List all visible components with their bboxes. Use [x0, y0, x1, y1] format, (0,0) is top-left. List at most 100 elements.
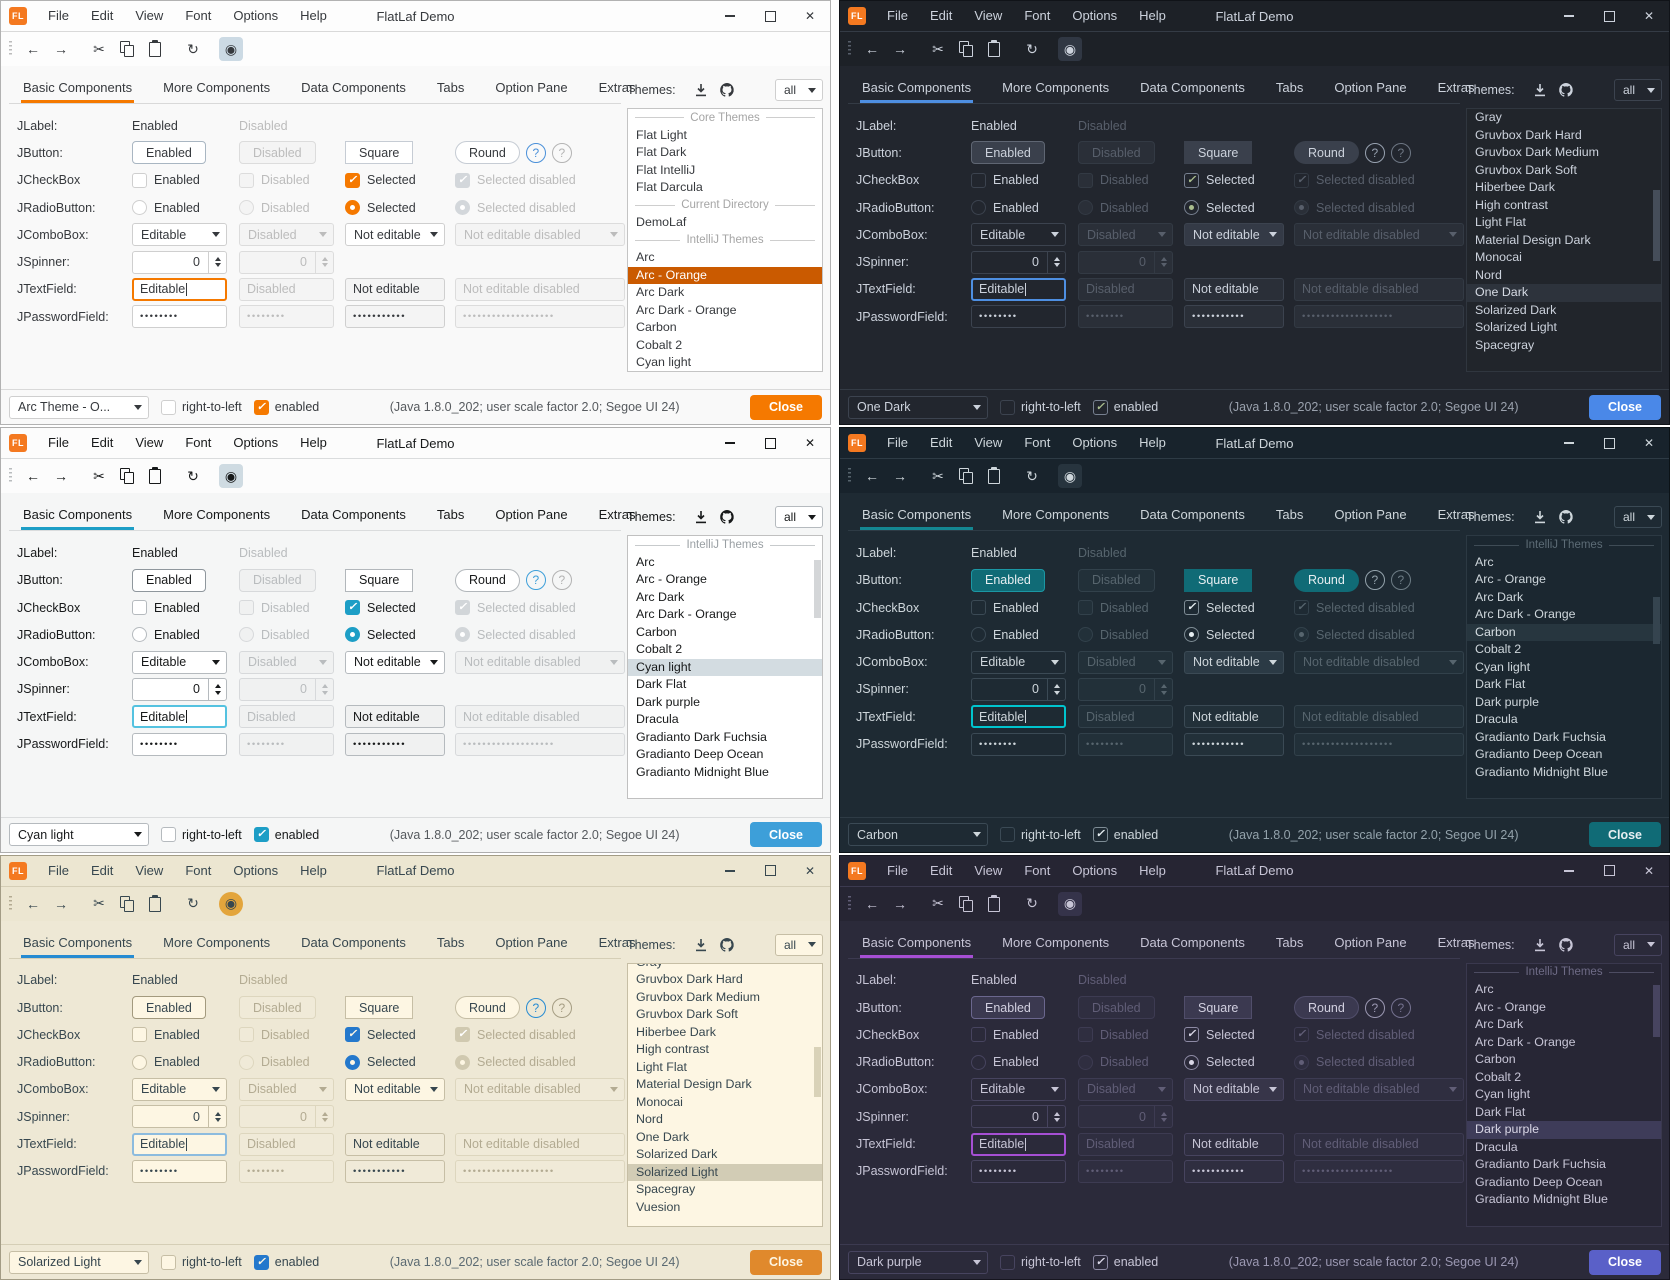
jbutton-square[interactable]: Square: [1184, 141, 1253, 165]
jspinner[interactable]: 0: [971, 677, 1066, 701]
tab-data-components[interactable]: Data Components: [301, 80, 406, 95]
tab-basic-components[interactable]: Basic Components: [21, 72, 134, 103]
download-icon[interactable]: [1529, 79, 1551, 101]
cut-icon[interactable]: ✂: [93, 467, 105, 484]
theme-list-item[interactable]: High contrast: [1475, 197, 1549, 212]
spinner-arrows-icon[interactable]: [1047, 251, 1065, 273]
download-icon[interactable]: [690, 506, 712, 528]
jbutton-disabled[interactable]: Disabled: [1078, 996, 1155, 1020]
minimize-icon[interactable]: [1549, 856, 1589, 886]
tab-data-components[interactable]: Data Components: [301, 934, 406, 950]
theme-combobox[interactable]: Cyan light: [9, 823, 149, 847]
forward-icon[interactable]: →: [54, 468, 68, 485]
theme-list-item[interactable]: Nord: [636, 1112, 663, 1127]
github-icon[interactable]: [1555, 934, 1577, 956]
forward-icon[interactable]: →: [54, 895, 68, 912]
theme-filter-combobox[interactable]: all: [1614, 79, 1662, 101]
close-button[interactable]: Close: [1589, 1249, 1661, 1275]
jradiobutton-enabled[interactable]: Enabled: [132, 627, 239, 643]
theme-list-item[interactable]: Cyan light: [1475, 1087, 1531, 1102]
menu-edit[interactable]: Edit: [90, 862, 114, 878]
jtextfield-disabled[interactable]: Disabled: [1078, 277, 1173, 301]
jradiobutton-selected[interactable]: Selected: [1184, 1054, 1294, 1070]
eye-icon[interactable]: ◉: [219, 464, 243, 489]
tab-more-components[interactable]: More Components: [1002, 507, 1110, 523]
jcheckbox-selected-disabled[interactable]: Selected disabled: [1294, 172, 1464, 188]
jbutton-round[interactable]: Round: [455, 141, 520, 165]
theme-list-item[interactable]: Solarized Light: [1475, 320, 1557, 334]
theme-list-item[interactable]: Arc Dark: [636, 285, 685, 299]
jbutton-square[interactable]: Square: [345, 568, 414, 592]
theme-list-item[interactable]: Carbon: [1475, 1052, 1516, 1067]
theme-list-item[interactable]: Cobalt 2: [1475, 642, 1522, 657]
theme-list-item[interactable]: High contrast: [636, 1042, 710, 1057]
jcheckbox-enabled[interactable]: Enabled: [132, 172, 239, 188]
help-button-disabled-icon[interactable]: ?: [551, 142, 572, 163]
theme-list-item[interactable]: Cyan light: [628, 658, 822, 677]
jbutton-round[interactable]: Round: [455, 996, 520, 1020]
jpasswordfield-not-editable[interactable]: •••••••••••: [1184, 1159, 1284, 1183]
menu-options[interactable]: Options: [233, 862, 279, 878]
jbutton-enabled[interactable]: Enabled: [132, 141, 206, 165]
jspinner[interactable]: 0: [971, 250, 1066, 274]
jbutton-round[interactable]: Round: [1294, 568, 1359, 592]
jtextfield-editable[interactable]: Editable: [971, 1132, 1066, 1156]
minimize-icon[interactable]: [1549, 428, 1589, 458]
refresh-icon[interactable]: ↻: [1026, 895, 1038, 912]
jtextfield-editable[interactable]: Editable: [132, 277, 227, 301]
jpasswordfield-not-editable-disabled[interactable]: •••••••••••••••••••: [455, 732, 625, 756]
right-to-left-checkbox[interactable]: right-to-left: [1000, 1254, 1081, 1270]
jcombobox-disabled[interactable]: Disabled: [1078, 223, 1173, 247]
jtextfield-not-editable-disabled[interactable]: Not editable disabled: [1294, 277, 1464, 301]
tab-tabs[interactable]: Tabs: [1275, 80, 1304, 95]
help-button-icon[interactable]: ?: [525, 570, 546, 591]
theme-list-item[interactable]: DemoLaf: [636, 215, 687, 229]
jtextfield-not-editable[interactable]: Not editable: [345, 705, 445, 729]
back-icon[interactable]: ←: [865, 41, 879, 57]
menu-edit[interactable]: Edit: [929, 435, 953, 451]
menu-options[interactable]: Options: [1072, 435, 1118, 451]
jtextfield-editable[interactable]: Editable: [132, 705, 227, 729]
jcheckbox-selected-disabled[interactable]: Selected disabled: [455, 600, 625, 616]
toolbar-grip[interactable]: [9, 895, 12, 912]
menu-options[interactable]: Options: [233, 8, 279, 23]
jbutton-round[interactable]: Round: [455, 568, 520, 592]
theme-list-item[interactable]: Arc: [636, 250, 655, 264]
tab-tabs[interactable]: Tabs: [1275, 934, 1304, 950]
theme-list-item[interactable]: Flat Darcula: [636, 180, 703, 194]
jpasswordfield-editable[interactable]: ••••••••: [132, 732, 227, 756]
copy-icon[interactable]: [115, 37, 139, 61]
jcombobox-not-editable-disabled[interactable]: Not editable disabled: [1294, 650, 1464, 674]
jcombobox-not-editable-disabled[interactable]: Not editable disabled: [455, 1077, 625, 1101]
back-icon[interactable]: ←: [26, 895, 40, 912]
theme-list-item[interactable]: Gradianto Midnight Blue: [636, 764, 769, 779]
jcombobox-disabled[interactable]: Disabled: [239, 1077, 334, 1101]
jradiobutton-selected-disabled[interactable]: Selected disabled: [1294, 627, 1464, 643]
jcheckbox-selected[interactable]: Selected: [345, 600, 455, 616]
jcheckbox-selected-disabled[interactable]: Selected disabled: [1294, 600, 1464, 616]
theme-list-item[interactable]: One Dark: [1467, 284, 1661, 302]
theme-list-item[interactable]: Vuesion: [636, 1199, 681, 1214]
menu-edit[interactable]: Edit: [929, 8, 953, 23]
menu-font[interactable]: Font: [1024, 8, 1051, 23]
window-titlebar[interactable]: FL File Edit View Font Options Help FlatLaf D…: [840, 428, 1669, 460]
tab-tabs[interactable]: Tabs: [436, 934, 465, 950]
theme-filter-combobox[interactable]: all: [775, 506, 823, 529]
jspinner-disabled[interactable]: 0: [239, 250, 334, 274]
theme-list-item[interactable]: Carbon: [636, 624, 677, 639]
right-to-left-checkbox[interactable]: right-to-left: [161, 1254, 242, 1270]
jtextfield-not-editable[interactable]: Not editable: [1184, 1132, 1284, 1156]
tab-extras[interactable]: Extras: [1437, 934, 1475, 950]
enabled-checkbox[interactable]: enabled: [253, 827, 319, 843]
jtextfield-not-editable-disabled[interactable]: Not editable disabled: [455, 1132, 625, 1156]
jspinner[interactable]: 0: [971, 1105, 1066, 1129]
enabled-checkbox[interactable]: enabled: [1092, 1254, 1158, 1270]
paste-icon[interactable]: [143, 892, 167, 916]
jcombobox-editable[interactable]: Editable: [971, 223, 1066, 247]
theme-list-item[interactable]: Dark purple: [636, 694, 701, 709]
jpasswordfield-disabled[interactable]: ••••••••: [1078, 1159, 1173, 1183]
window-titlebar[interactable]: FL File Edit View Font Options Help FlatLaf D…: [1, 1, 830, 32]
theme-list-item[interactable]: Gruvbox Dark Hard: [636, 972, 743, 987]
jspinner[interactable]: 0: [132, 250, 227, 274]
menu-help[interactable]: Help: [1139, 8, 1166, 23]
